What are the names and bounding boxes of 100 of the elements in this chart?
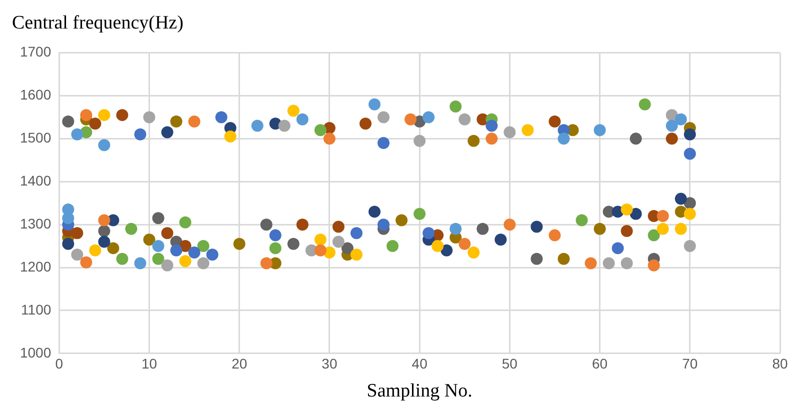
point — [260, 257, 272, 270]
point — [296, 218, 308, 231]
point — [602, 257, 615, 270]
point — [476, 222, 489, 235]
y-axis-title: Central frequency(Hz) — [12, 12, 184, 34]
point — [494, 234, 507, 246]
point — [179, 255, 192, 268]
point — [684, 128, 696, 140]
point — [630, 132, 642, 145]
point — [350, 248, 362, 261]
point — [558, 252, 570, 265]
point — [143, 111, 156, 124]
x-tick-label: 30 — [322, 356, 338, 372]
point — [188, 246, 200, 258]
point — [468, 246, 480, 258]
point — [458, 113, 471, 126]
point — [404, 113, 417, 126]
point — [684, 148, 696, 160]
x-tick-label: 20 — [232, 356, 248, 372]
point — [341, 242, 354, 254]
point — [674, 113, 687, 126]
point — [468, 134, 480, 147]
point — [71, 128, 84, 140]
point — [548, 229, 561, 242]
point — [620, 257, 633, 270]
point — [422, 111, 435, 124]
point — [458, 238, 471, 250]
y-tick-label: 1700 — [20, 44, 52, 60]
point — [134, 128, 146, 140]
point — [71, 227, 84, 240]
point — [440, 244, 453, 256]
y-tick-label: 1200 — [20, 258, 52, 274]
point — [548, 116, 561, 128]
y-tick-label: 1100 — [21, 301, 52, 318]
point — [125, 222, 138, 235]
point — [179, 240, 192, 252]
point — [251, 120, 264, 132]
y-tick-label: 1300 — [20, 215, 52, 232]
point — [161, 126, 174, 138]
point — [656, 210, 669, 222]
point — [323, 132, 336, 145]
point — [396, 214, 408, 226]
point — [314, 234, 326, 246]
point — [269, 242, 282, 254]
point — [630, 208, 642, 220]
point — [188, 116, 200, 128]
point — [378, 218, 390, 231]
point — [450, 100, 462, 112]
point — [450, 222, 462, 235]
point — [522, 124, 534, 136]
point — [666, 132, 678, 145]
point — [314, 244, 326, 256]
point — [152, 252, 164, 265]
point — [143, 234, 156, 246]
point — [576, 214, 588, 226]
point — [684, 208, 696, 220]
point — [368, 98, 381, 110]
x-tick-label: 10 — [141, 356, 158, 372]
point — [197, 240, 210, 252]
point — [287, 238, 300, 250]
point — [71, 248, 84, 261]
point — [656, 222, 669, 235]
point — [674, 222, 687, 235]
point — [350, 227, 362, 240]
point — [233, 238, 246, 250]
point — [296, 113, 308, 126]
point — [620, 225, 633, 238]
x-tick-label: 50 — [502, 356, 518, 372]
point — [62, 238, 74, 250]
y-tick-label: 1400 — [20, 172, 52, 188]
x-tick-label: 0 — [55, 356, 64, 372]
point — [287, 104, 300, 117]
point — [98, 225, 110, 238]
y-tick-label: 1600 — [20, 86, 52, 103]
point — [378, 136, 390, 149]
point — [224, 130, 236, 143]
point — [530, 252, 543, 265]
point — [432, 240, 444, 252]
point — [360, 118, 372, 130]
x-tick-label: 80 — [772, 356, 788, 372]
y-tick-label: 1500 — [20, 130, 52, 146]
point — [215, 111, 228, 124]
point — [666, 120, 678, 132]
point — [98, 109, 110, 122]
x-tick-label: 40 — [412, 356, 428, 372]
point — [684, 240, 696, 252]
point — [378, 111, 390, 124]
point — [612, 242, 624, 254]
point — [62, 116, 74, 128]
point — [558, 132, 570, 145]
point — [89, 118, 102, 130]
point — [648, 229, 660, 242]
point — [594, 124, 606, 136]
x-tick-label: 70 — [682, 356, 698, 372]
point — [486, 132, 498, 145]
point — [98, 214, 110, 226]
point — [504, 218, 516, 231]
point — [170, 244, 182, 256]
point — [89, 244, 102, 256]
point — [179, 216, 192, 228]
